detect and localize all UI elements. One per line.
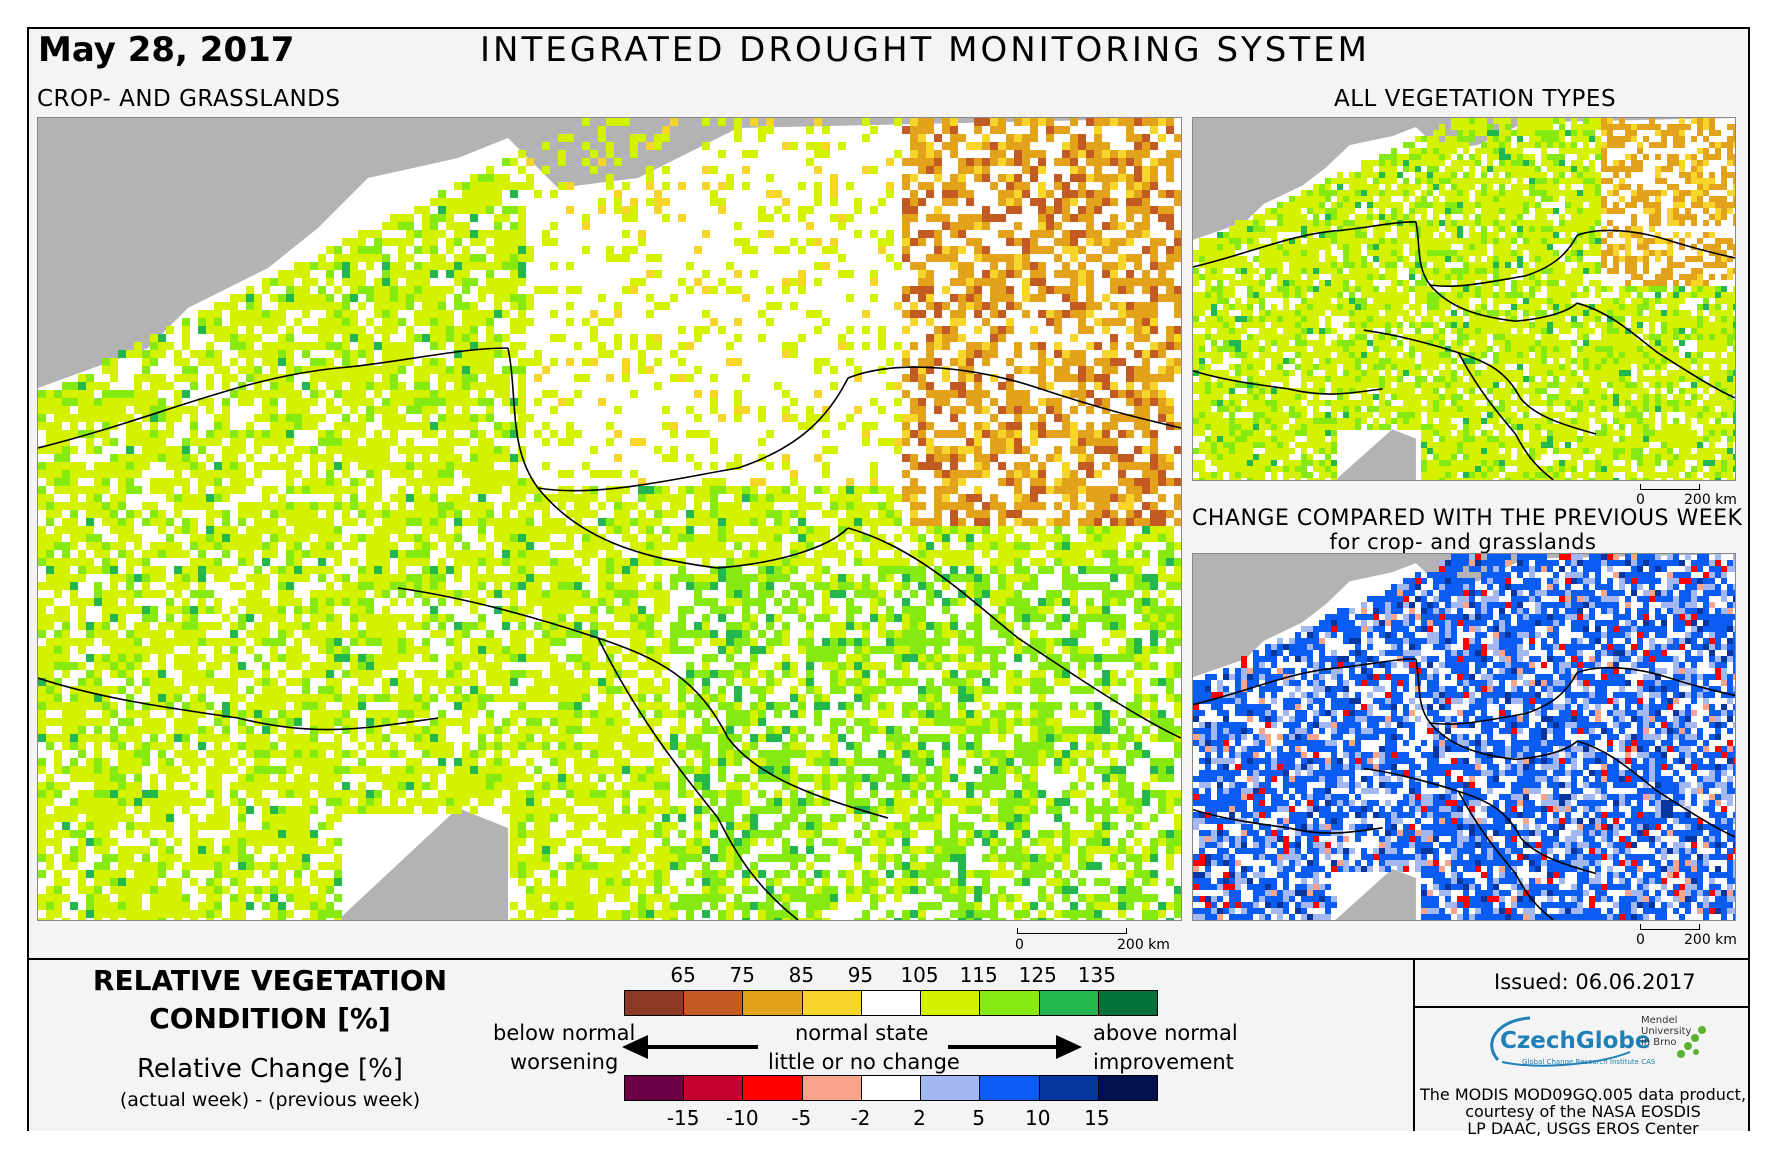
change-tick: 5	[972, 1106, 986, 1130]
scale-start-label: 0	[1636, 932, 1645, 948]
condition-tick: 75	[729, 963, 755, 987]
condition-tick: 115	[959, 963, 998, 987]
condition-swatch	[625, 991, 685, 1015]
legend-title-line2: CONDITION [%]	[149, 1002, 391, 1035]
change-tick: 2	[913, 1106, 926, 1130]
country-borders	[1193, 222, 1735, 480]
above-normal-label: above normal	[1093, 1021, 1238, 1045]
change-map-subtitle: CHANGE COMPARED WITH THE PREVIOUS WEEK	[1192, 506, 1743, 531]
change-colorbar	[624, 1075, 1158, 1101]
legend-title-line1: RELATIVE VEGETATION	[92, 964, 448, 997]
scale-end-label: 200 km	[1684, 932, 1737, 948]
logo-subtext: Global Change Research Institute CAS	[1522, 1058, 1656, 1066]
change-tick: 15	[1084, 1106, 1110, 1130]
credit-line3: LP DAAC, USGS EROS Center	[1467, 1119, 1699, 1138]
data-credit: The MODIS MOD09GQ.005 data product, cour…	[1416, 1086, 1750, 1137]
mendel-line1: Mendel	[1641, 1015, 1678, 1026]
mendel-dots-icon	[1677, 1026, 1706, 1058]
condition-swatch	[980, 991, 1040, 1015]
worsening-arrow-line	[646, 1045, 758, 1049]
change-swatch	[802, 1076, 862, 1100]
page-title: INTEGRATED DROUGHT MONITORING SYSTEM	[480, 30, 1370, 70]
change-tick: 10	[1025, 1106, 1051, 1130]
condition-swatch	[1039, 991, 1099, 1015]
scale-start-label: 0	[1636, 492, 1645, 508]
condition-tick: 85	[788, 963, 815, 987]
condition-tick: 125	[1018, 963, 1057, 987]
change-legend-title: Relative Change [%]	[137, 1054, 403, 1084]
condition-swatch	[861, 991, 922, 1015]
main-map-raster	[38, 118, 1181, 920]
change-legend-subtitle: (actual week) - (previous week)	[119, 1089, 421, 1111]
change-tick: -15	[666, 1106, 700, 1130]
change-tick: -2	[850, 1106, 871, 1130]
scale-end-label: 200 km	[1117, 937, 1170, 953]
change-swatch	[921, 1076, 981, 1100]
change-swatch	[980, 1076, 1040, 1100]
mendel-line2: University	[1641, 1026, 1692, 1037]
all-vegetation-raster	[1193, 118, 1735, 480]
scale-bar-line	[1640, 924, 1700, 930]
raster-cells	[38, 118, 1181, 920]
improvement-arrow-line	[948, 1045, 1058, 1049]
condition-tick: 105	[900, 963, 939, 987]
all-vegetation-subtitle: ALL VEGETATION TYPES	[1334, 86, 1617, 112]
condition-swatch	[684, 991, 744, 1015]
scale-bar-line	[1017, 928, 1127, 934]
change-swatch	[684, 1076, 744, 1100]
map-date: May 28, 2017	[38, 30, 295, 70]
change-swatch	[1098, 1076, 1157, 1100]
credit-line2: courtesy of the NASA EOSDIS	[1465, 1102, 1701, 1121]
issued-date: Issued: 06.06.2017	[1494, 970, 1696, 994]
change-swatch	[1039, 1076, 1099, 1100]
little-change-label: little or no change	[768, 1050, 960, 1074]
country-borders	[38, 348, 1181, 920]
condition-swatch	[743, 991, 803, 1015]
change-map-raster	[1193, 554, 1735, 920]
legend-divider-horizontal	[1413, 1006, 1750, 1008]
condition-swatch	[921, 991, 981, 1015]
change-swatch	[743, 1076, 803, 1100]
czechglobe-logo: CzechGlobe Global Change Research Instit…	[1480, 1012, 1655, 1078]
legend-divider-vertical	[1413, 958, 1415, 1131]
legend-panel	[29, 958, 1748, 1131]
logo-text: CzechGlobe	[1500, 1028, 1651, 1054]
condition-tick: 135	[1077, 963, 1116, 987]
country-borders	[1193, 659, 1735, 920]
mendel-university-logo: Mendel University in Brno	[1641, 1015, 1691, 1048]
raster-cells	[1193, 554, 1735, 920]
condition-colorbar	[624, 990, 1158, 1016]
scale-end-label: 200 km	[1684, 492, 1737, 508]
czechglobe-swoosh-icon	[1490, 1016, 1631, 1067]
condition-swatch	[1098, 991, 1157, 1015]
main-map	[37, 117, 1182, 921]
change-swatch	[625, 1076, 685, 1100]
improvement-label: improvement	[1093, 1050, 1234, 1074]
condition-tick: 95	[847, 963, 874, 987]
credit-line1: The MODIS MOD09GQ.005 data product,	[1419, 1085, 1747, 1104]
change-map	[1192, 553, 1736, 921]
change-tick: -10	[725, 1106, 759, 1130]
normal-state-label: normal state	[795, 1021, 929, 1045]
mendel-line3: in Brno	[1641, 1037, 1677, 1048]
change-map-subtitle2: for crop- and grasslands	[1329, 530, 1597, 554]
worsening-arrow-head	[622, 1035, 648, 1059]
condition-swatch	[802, 991, 862, 1015]
worsening-label: worsening	[510, 1050, 619, 1074]
below-normal-label: below normal	[493, 1021, 636, 1045]
scale-start-label: 0	[1015, 937, 1024, 953]
change-swatch	[861, 1076, 922, 1100]
condition-tick: 65	[670, 963, 696, 987]
scale-bar-line	[1640, 484, 1700, 490]
main-map-subtitle: CROP- AND GRASSLANDS	[37, 86, 341, 112]
change-tick: -5	[791, 1106, 812, 1130]
raster-cells	[1193, 118, 1735, 480]
improvement-arrow-head	[1056, 1035, 1082, 1059]
all-vegetation-map	[1192, 117, 1736, 481]
